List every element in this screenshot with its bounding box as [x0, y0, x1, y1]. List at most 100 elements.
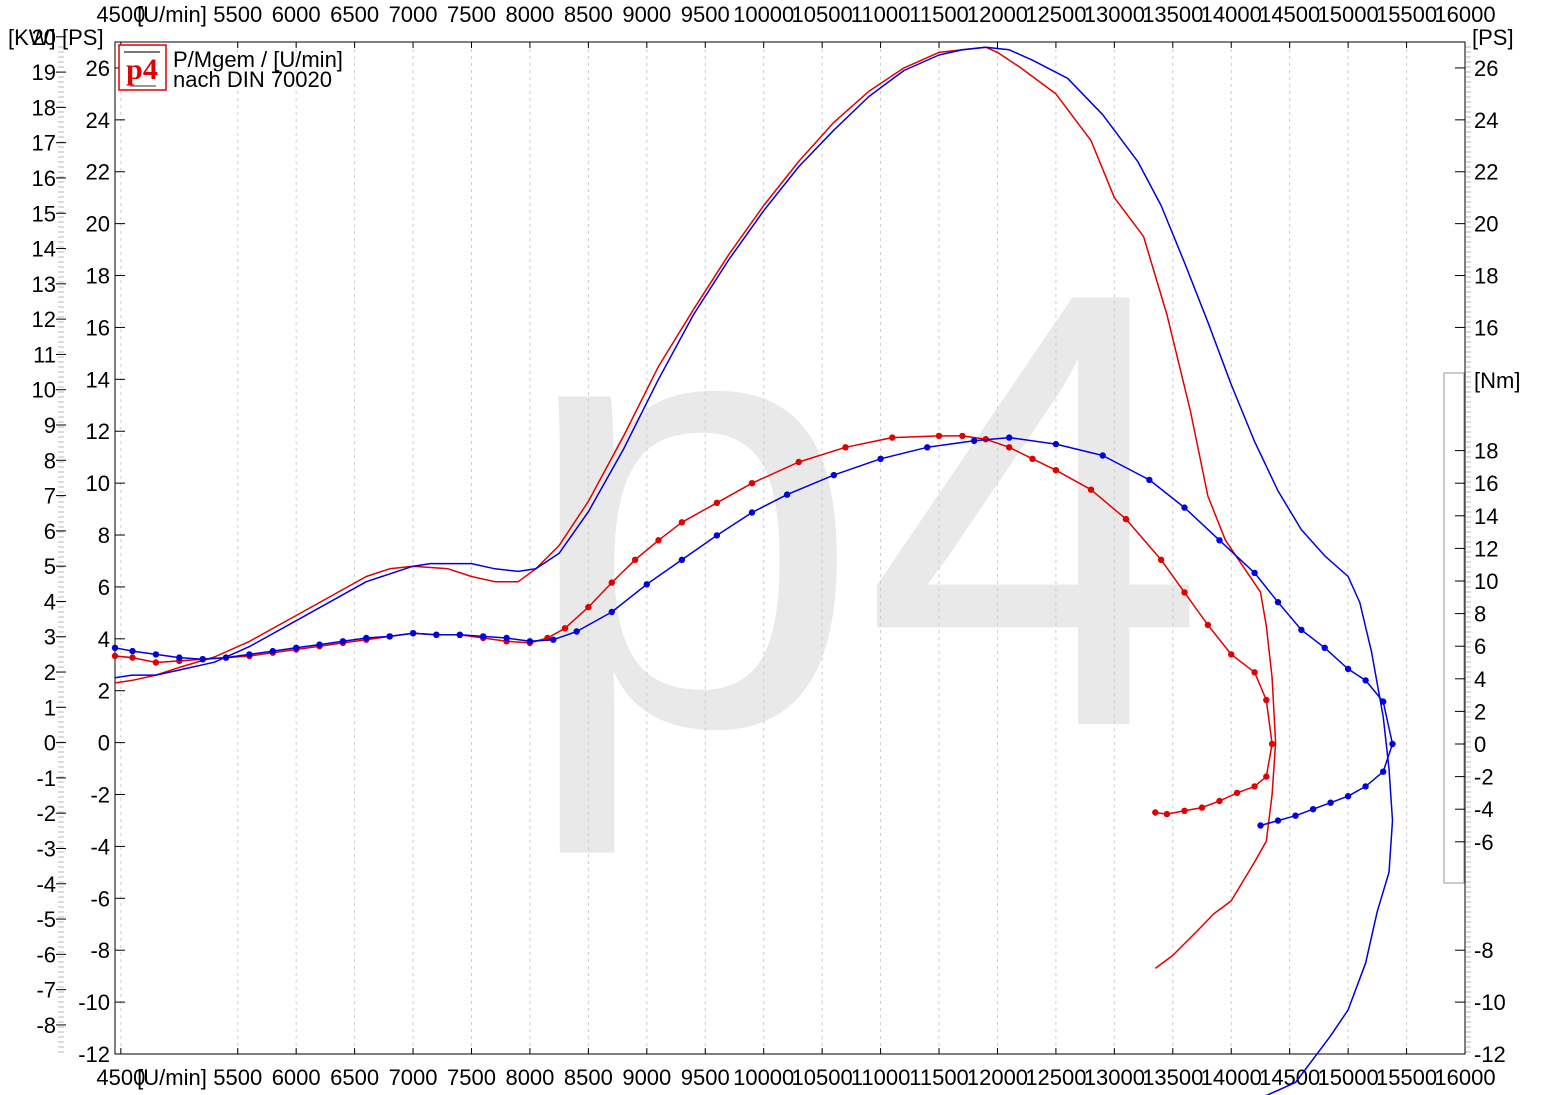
- x-tick-label-top: 4500: [96, 2, 145, 27]
- ps-left-tick-label: 8: [98, 523, 110, 548]
- torque-point: [129, 647, 136, 655]
- x-tick-label-bottom: 12500: [1025, 1065, 1086, 1090]
- torque-point: [748, 509, 756, 516]
- torque-point: [1344, 793, 1352, 800]
- torque-point: [1052, 467, 1060, 474]
- ps-left-tick-label: 0: [98, 731, 110, 756]
- ps-left-tick-label: 20: [86, 212, 110, 237]
- torque-point: [1292, 812, 1299, 819]
- torque-point: [783, 491, 791, 498]
- ps-left-tick-label: 2: [98, 679, 110, 704]
- kw-tick-label: 17: [32, 131, 56, 156]
- series-layer: [111, 46, 1396, 1095]
- torque-point: [269, 647, 276, 655]
- torque-point: [1263, 773, 1270, 780]
- torque-point: [678, 519, 686, 526]
- x-tick-label-top: 7000: [389, 2, 438, 27]
- nm-axis-box: [1443, 372, 1465, 884]
- nm-axis: 18 16 14 12 10 8 6 4 2 0 -2 -4 -6: [1455, 439, 1498, 855]
- ps-right-tick-label: -10: [1474, 990, 1506, 1015]
- torque-point: [1052, 440, 1060, 448]
- kw-tick-label: 12: [32, 307, 56, 332]
- x-tick-label-bottom: 8500: [564, 1065, 613, 1090]
- torque-point: [1146, 476, 1153, 484]
- ps-right-tick-label: -12: [1474, 1042, 1506, 1067]
- power-curve-1: [114, 46, 1394, 1095]
- torque-point: [585, 603, 592, 611]
- torque-point: [795, 458, 802, 466]
- torque-point: [111, 652, 119, 660]
- x-tick-label-bottom: 11000: [851, 1065, 911, 1090]
- torque-point: [1298, 626, 1305, 634]
- torque-point: [1263, 696, 1270, 704]
- ps-right-tick-label: 16: [1474, 315, 1498, 340]
- ps-right-tick-label: 26: [1474, 56, 1498, 81]
- x-tick-label-top: 10000: [733, 2, 794, 27]
- ps-left-tick-label: 22: [86, 160, 110, 185]
- torque-point: [678, 556, 686, 563]
- torque-point: [456, 631, 463, 638]
- kw-tick-label: 16: [32, 166, 56, 191]
- x-tick-label-bottom: 9500: [681, 1065, 730, 1090]
- torque-point: [1389, 740, 1396, 748]
- kw-tick-label: -4: [36, 872, 56, 897]
- x-tick-label-bottom: 4500: [96, 1065, 145, 1090]
- x-tick-label-top: 15500: [1376, 2, 1437, 27]
- x-tick-label-bottom: 7000: [389, 1065, 438, 1090]
- kw-tick-label: 20: [32, 25, 56, 50]
- torque-point: [1122, 515, 1130, 523]
- nm-tick-label: 0: [1474, 732, 1486, 757]
- torque-point: [1257, 822, 1264, 829]
- torque-point: [713, 499, 721, 506]
- x-tick-label-top: 15000: [1318, 2, 1379, 27]
- x-tick-label-bottom: 7500: [447, 1065, 496, 1090]
- x-axis-bottom: 4500 5500 6000 6500 7000 7500 8000 8500 9000 9500…: [96, 1048, 1496, 1090]
- torque-point: [631, 556, 639, 563]
- torque-point: [433, 631, 440, 638]
- torque-point: [877, 455, 884, 462]
- kw-axis: 20191817161514131211109876543210-1-2-3-4…: [32, 25, 66, 1038]
- torque-point: [199, 656, 206, 663]
- kw-tick-label: 14: [32, 237, 56, 262]
- nm-tick-label: -2: [1474, 765, 1494, 790]
- x-tick-label-bottom: 11500: [909, 1065, 969, 1090]
- legend-line-2: nach DIN 70020: [173, 67, 332, 92]
- torque-point: [1362, 783, 1369, 790]
- kw-tick-label: 2: [44, 660, 56, 685]
- torque-point: [830, 471, 837, 479]
- kw-tick-label: 6: [44, 519, 56, 544]
- torque-point: [526, 638, 534, 645]
- ps-left-tick-label: 12: [86, 419, 110, 444]
- x-tick-label-top: 9500: [681, 2, 730, 27]
- torque-point: [608, 608, 615, 616]
- torque-point: [561, 625, 569, 632]
- x-tick-label-top: 14000: [1201, 2, 1262, 27]
- torque-point: [386, 633, 393, 640]
- torque-point: [1380, 768, 1387, 775]
- x-tick-label-bottom: 14500: [1259, 1065, 1320, 1090]
- torque-point: [655, 537, 662, 544]
- x-tick-label-bottom: 16000: [1434, 1065, 1495, 1090]
- torque-point: [480, 633, 487, 640]
- nm-axis-label: [Nm]: [1474, 368, 1520, 393]
- x-tick-label-bottom: 10000: [733, 1065, 794, 1090]
- x-tick-label-bottom: 8000: [505, 1065, 554, 1090]
- torque-point: [889, 434, 896, 441]
- torque-point: [748, 480, 756, 487]
- torque-point: [1251, 569, 1258, 577]
- kw-tick-label: -2: [36, 801, 56, 826]
- ps-left-tick-label: 4: [98, 627, 110, 652]
- x-tick-label-top: 11000: [851, 2, 911, 27]
- ps-right-tick-label: 18: [1474, 264, 1498, 289]
- torque-point: [713, 532, 721, 539]
- ps-right-tick-label: -8: [1474, 938, 1494, 963]
- x-tick-label-top: 12500: [1025, 2, 1086, 27]
- ps-right-tick-label: 20: [1474, 212, 1498, 237]
- x-tick-label-top: 16000: [1434, 2, 1495, 27]
- x-tick-label-top: 14500: [1259, 2, 1320, 27]
- ps-right-axis-label: [PS]: [1472, 25, 1514, 50]
- torque-point: [1198, 804, 1206, 811]
- torque-point: [1006, 434, 1013, 441]
